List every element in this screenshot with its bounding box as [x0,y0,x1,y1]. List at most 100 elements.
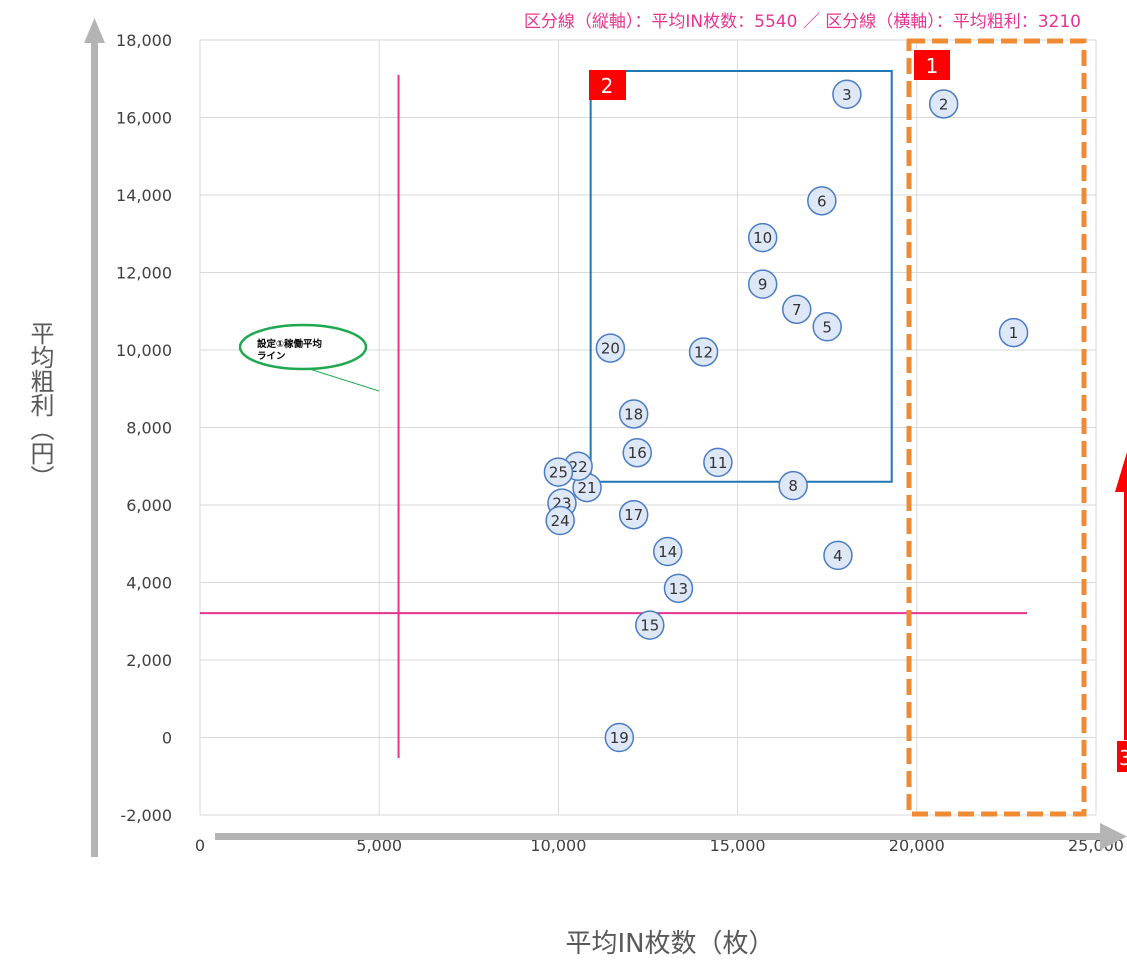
data-point-label: 25 [549,464,568,482]
data-point-15: 15 [635,610,665,640]
data-point-label: 22 [569,458,588,476]
y-tick-label: 16,000 [116,109,172,128]
callout-line2: ライン [257,351,286,362]
data-point-label: 11 [708,454,727,472]
y-tick-label: 8,000 [126,419,172,438]
data-point-label: 4 [833,547,843,565]
data-point-label: 2 [939,95,949,113]
data-point-label: 13 [669,580,688,598]
y-tick-label: 6,000 [126,496,172,515]
data-point-marker [618,399,649,429]
data-point-17: 17 [618,499,649,530]
data-point-label: 14 [658,543,677,561]
data-point-label: 19 [610,729,629,747]
x-tick-label: 15,000 [710,836,766,855]
gridlines [199,39,1097,816]
data-point-7: 7 [781,294,812,325]
data-point-20: 20 [595,333,626,363]
data-point-label: 12 [694,343,713,361]
data-point-marker [823,540,853,571]
data-point-marker [812,312,842,342]
divider-note: 区分線（縦軸）：平均IN枚数：5540 ／ 区分線（横軸）：平均粗利：3210 [524,12,1081,32]
data-point-marker [652,536,683,567]
data-point-3: 3 [832,79,862,109]
data-point-marker [545,505,575,536]
data-point-marker [595,333,626,363]
data-point-marker [928,89,959,119]
data-point-9: 9 [747,269,778,299]
y-tick-label: 12,000 [116,264,172,283]
data-point-label: 9 [758,276,768,294]
y-tick-label: 2,000 [126,651,172,670]
y-axis-title: 平均粗利（円） [26,321,54,489]
data-point-marker [703,447,733,478]
y-tick-label: -2,000 [120,806,172,825]
data-point-label: 5 [822,318,832,336]
data-point-5: 5 [812,312,842,342]
data-point-12: 12 [688,337,719,367]
y-axis-ticks: -2,000 0 2,000 4,000 6,000 8,000 10,000 12,000 1… [116,31,172,825]
x-axis-arrow [215,823,1127,850]
data-point-11: 11 [703,447,733,478]
data-point-6: 6 [807,186,837,216]
data-point-1: 1 [998,317,1029,348]
data-point-8: 8 [778,470,808,501]
data-point-marker [543,457,574,487]
divider-lines [200,75,1027,758]
y-tick-label: 4,000 [126,574,172,593]
data-point-marker [622,437,652,468]
data-point-marker [747,269,778,299]
data-point-25: 25 [543,457,574,487]
zone-1-label [914,50,950,80]
data-point-marker [663,573,694,604]
data-point-14: 14 [652,536,683,567]
data-point-24: 24 [545,505,575,536]
callout-line1: 設定①稼働平均 [257,338,323,350]
data-point-label: 10 [753,229,772,247]
highlight-boxes: 12 [589,38,1087,817]
y-tick-label: 18,000 [116,31,172,50]
data-point-label: 16 [628,444,647,462]
data-point-label: 6 [817,192,827,210]
zone-3-label: 3 [1117,741,1127,772]
data-point-label: 21 [578,479,597,497]
data-point-18: 18 [618,399,649,429]
x-tick-label: 10,000 [530,836,586,855]
data-point-label: 20 [601,340,620,358]
y-tick-label: 10,000 [116,341,172,360]
data-point-marker [778,470,808,501]
x-tick-label: 20,000 [889,836,945,855]
data-point-label: 8 [788,477,798,495]
data-point-label: 15 [640,617,659,635]
y-axis-arrow [84,18,105,857]
x-tick-label: 0 [195,836,205,855]
data-point-4: 4 [823,540,853,571]
zone-2-box [589,70,893,483]
data-point-marker [998,317,1029,348]
x-axis-title: 平均IN枚数（枚） [565,929,774,959]
data-point-label: 18 [624,405,643,423]
zone-1-label-text: 1 [926,54,939,78]
data-points: 1234567891011121314151617181920212223242… [543,79,1029,753]
data-point-marker [688,337,719,367]
data-point-marker [832,79,862,109]
zone-2-label [589,70,626,100]
x-tick-label: 5,000 [356,836,402,855]
data-point-label: 7 [792,301,802,319]
callout: 設定①稼働平均 ライン [238,323,380,392]
y-tick-label: 0 [162,729,172,748]
data-point-marker [747,222,778,253]
data-point-marker [604,722,635,753]
y-tick-label: 14,000 [116,186,172,205]
data-point-19: 19 [604,722,635,753]
data-point-label: 3 [842,86,852,104]
zone-2-label-text: 2 [601,74,614,98]
data-point-marker [618,499,649,530]
data-point-label: 1 [1009,324,1019,342]
zone-1-box [906,38,1087,817]
data-point-marker [807,186,837,216]
red-arrow [1115,452,1127,740]
data-point-label: 24 [551,512,570,530]
